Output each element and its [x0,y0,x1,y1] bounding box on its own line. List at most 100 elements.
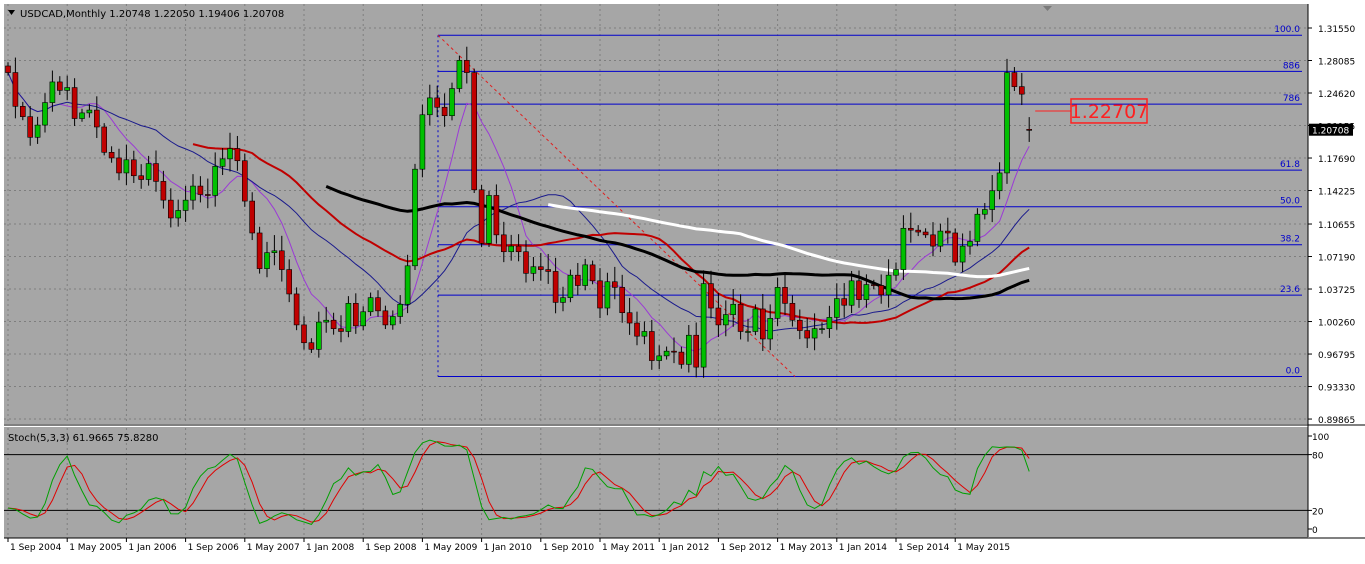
time-tick-label: 1 May 2007 [247,543,300,553]
candle-body [804,330,811,339]
time-tick-label: 1 May 2013 [780,543,833,553]
candle-body [619,287,626,314]
time-tick-label: 1 Sep 2006 [188,543,240,553]
candle-body [722,314,729,326]
candle-body [293,293,300,326]
fib-level-label: 38.2 [1280,235,1300,245]
price-tick-label: 0.96795 [1318,351,1355,361]
candle-body [27,116,34,138]
main-chart-area[interactable] [4,4,1308,424]
candle-body [870,284,877,286]
moving-average-black [325,185,1030,301]
stochastic-lines [4,439,1308,525]
time-tick-label: 1 Jan 2014 [839,543,887,553]
candle-body [715,307,722,326]
shift-marker-icon[interactable] [1043,6,1052,11]
candle-body [168,199,174,219]
candle-body [782,287,788,304]
candle-body [811,328,818,339]
candle-body [190,185,196,201]
moving-average-navy [7,72,1030,332]
candle-body [449,88,455,117]
candle-body [116,157,122,174]
candle-body [981,209,988,215]
candle-body [138,175,144,180]
candle-body [219,158,226,167]
candle-body [878,285,885,296]
candle-body [856,280,862,300]
candle-body [863,284,870,300]
collapse-triangle-icon[interactable] [8,10,15,15]
candle-body [671,350,677,353]
candle-body [478,189,485,244]
time-tick-label: 1 May 2011 [602,543,655,553]
candle-body [508,245,515,253]
candle-body [641,331,648,337]
candle-body [589,264,596,282]
candle-body [796,319,803,331]
candle-body [996,172,1003,192]
stochastic-subwindow[interactable] [4,427,1308,538]
candle-body [463,60,470,73]
candle-body [12,72,19,107]
time-tick-label: 1 Jan 2006 [128,543,176,553]
candle-body [708,283,714,309]
fib-level-label: 886 [1283,61,1300,71]
candle-body [1004,72,1010,174]
candle-body [648,331,655,361]
time-tick-label: 1 Sep 2010 [543,543,595,553]
candle-body [71,87,78,119]
candle-body [412,168,418,267]
fibonacci-retracement[interactable]: 100.0 886 786 61.8 50.0 38.2 23.6 0.0 [437,25,1302,378]
moving-averages [7,72,1030,353]
candle-body [212,166,218,196]
candle-body [286,269,293,295]
fib-level-label: 0.0 [1286,367,1301,377]
time-tick-label: 1 May 2015 [957,543,1010,553]
current-price-marker [1309,123,1353,136]
candle-body [693,334,700,368]
candle-body [42,102,48,126]
time-tick-label: 1 Jan 2012 [661,543,709,553]
current-price-label: 1.20708 [1312,127,1349,137]
time-axis[interactable]: 1 Sep 2004 1 May 2005 1 Jan 2006 1 Sep 2006… [4,537,1365,553]
candle-body [79,112,85,119]
candle-body [759,308,766,340]
price-tick-label: 1.31550 [1318,25,1355,35]
candle-body [389,316,396,326]
price-tick-label: 1.03725 [1318,286,1355,296]
price-tick-label: 1.00260 [1318,319,1355,329]
price-tick-label: 0.89865 [1318,416,1355,426]
candle-body [271,250,278,253]
candle-body [338,328,344,332]
candle-body [826,317,833,329]
price-tick-label: 1.17690 [1318,155,1355,165]
candle-body [922,231,929,236]
fib-trendline[interactable] [437,34,796,377]
candle-body [937,230,944,247]
fib-level-label: 50.0 [1280,197,1300,207]
price-callout-box[interactable] [1070,98,1148,124]
candle-body [264,252,270,269]
candle-body [56,81,63,91]
price-tick-label: 1.14225 [1318,188,1355,198]
candle-body [123,159,130,174]
moving-average-violet [7,72,1030,353]
candle-body [626,312,633,324]
fib-level-label: 100.0 [1274,25,1300,35]
candle-body [360,311,367,327]
candle-body [301,324,307,344]
candle-body [94,109,100,128]
candle-body [582,264,589,286]
candle-body [397,303,404,317]
candle-body [774,287,781,319]
candle-body [404,265,411,305]
time-tick-label: 1 Sep 2014 [898,543,950,553]
candle-body [530,266,537,274]
candle-body [900,227,907,270]
candle-body [952,232,959,263]
candle-body [330,319,337,329]
candle-body [426,97,433,116]
